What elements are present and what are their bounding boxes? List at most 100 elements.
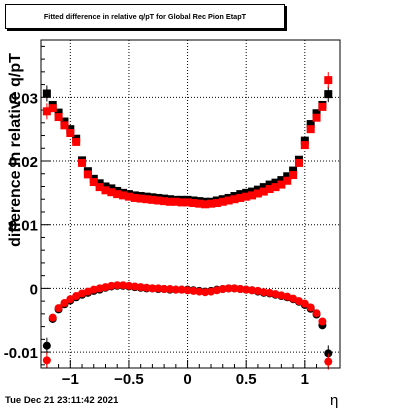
data-point-square [265,185,274,194]
data-point-circle [165,285,174,294]
grid-lines [41,40,340,368]
y-axis-label: difference in relative q/pT [7,53,24,247]
data-point-square [124,192,133,201]
y-tick-label: 0.01 [9,218,38,235]
data-point-square [54,108,63,117]
data-point-square [294,158,303,167]
data-point-square [277,176,286,185]
data-point-square [300,141,309,150]
data-point-circle [42,356,51,365]
data-point-circle [248,286,257,295]
data-point-square [165,197,174,206]
data-point-square [66,128,75,137]
data-point-circle [306,303,315,312]
data-point-circle [318,317,327,326]
data-point-circle [160,285,169,294]
data-point-square [253,189,262,198]
data-point-square [324,90,333,99]
x-tick-label: −0.5 [114,371,144,388]
data-point-circle [324,349,333,358]
data-point-circle [312,309,321,318]
data-point-square [48,104,57,113]
data-point-square [265,180,274,189]
data-point-square [224,196,233,205]
data-point-square [72,137,81,146]
data-point-square [242,192,251,201]
data-point-square [195,199,204,208]
data-point-square [113,190,122,199]
data-point-square [283,172,292,181]
data-point-square [236,193,245,202]
data-point-circle [236,285,245,294]
data-point-square [230,195,239,204]
data-point-circle [119,281,128,290]
data-point-square [271,178,280,187]
plot-frame [40,39,341,369]
data-point-square [177,198,186,207]
tick-labels: −1 −0.5 0 0.5 1 -0.01 0 0.01 0.02 0.03 [4,90,309,388]
data-point-circle [136,283,145,292]
title-box: Fitted difference in relative q/pT for G… [5,4,285,29]
data-point-square [218,197,227,206]
data-point-square [324,76,333,85]
data-point-circle [300,299,309,308]
data-point-square [248,191,257,200]
data-point-circle [42,341,51,350]
data-point-square [89,178,98,187]
data-point-square [289,171,298,180]
axis-ticks [41,45,329,368]
data-point-circle [66,295,75,304]
data-point-circle [195,287,204,296]
data-point-square [289,166,298,175]
data-point-square [107,188,116,197]
data-point-circle [218,285,227,294]
data-point-square [60,121,69,130]
data-points [42,72,333,370]
data-point-circle [130,282,139,291]
x-tick-label: −1 [62,371,79,388]
data-point-square [83,170,92,179]
y-tick-label: 0 [30,281,38,298]
data-point-circle [48,313,57,322]
data-point-square [306,125,315,134]
data-point-square [154,196,163,205]
data-point-circle [324,357,333,366]
data-point-circle [171,285,180,294]
data-point-square [300,136,309,145]
data-point-square [277,180,286,189]
data-point-square [259,187,268,196]
data-point-square [142,195,151,204]
chart-title: Fitted difference in relative q/pT for G… [43,12,247,21]
data-point-square [54,113,63,122]
y-tick-label: 0.03 [9,90,38,107]
data-point-circle [259,288,268,297]
data-point-square [42,89,51,98]
y-tick-label: 0.02 [9,154,38,171]
data-point-square [201,200,210,209]
data-point-square [148,195,157,204]
data-point-square [271,183,280,192]
data-point-circle [113,281,122,290]
data-point-square [312,109,321,118]
data-point-square [171,197,180,206]
x-axis-label: η [330,392,339,409]
data-point-circle [183,286,192,295]
data-point-circle [230,284,239,293]
data-point-square [183,198,192,207]
data-point-square [101,186,110,195]
x-tick-label: 1 [301,371,309,388]
x-tick-label: 0.5 [236,371,257,388]
data-point-circle [124,281,133,290]
data-point-square [283,176,292,185]
data-point-square [318,102,327,111]
data-point-circle [154,284,163,293]
data-point-circle [60,299,69,308]
data-point-circle [177,285,186,294]
y-tick-label: -0.01 [4,345,38,362]
data-point-circle [189,286,198,295]
data-point-square [130,193,139,202]
data-point-square [207,199,216,208]
timestamp: Tue Dec 21 23:11:42 2021 [5,395,119,406]
data-point-circle [148,284,157,293]
